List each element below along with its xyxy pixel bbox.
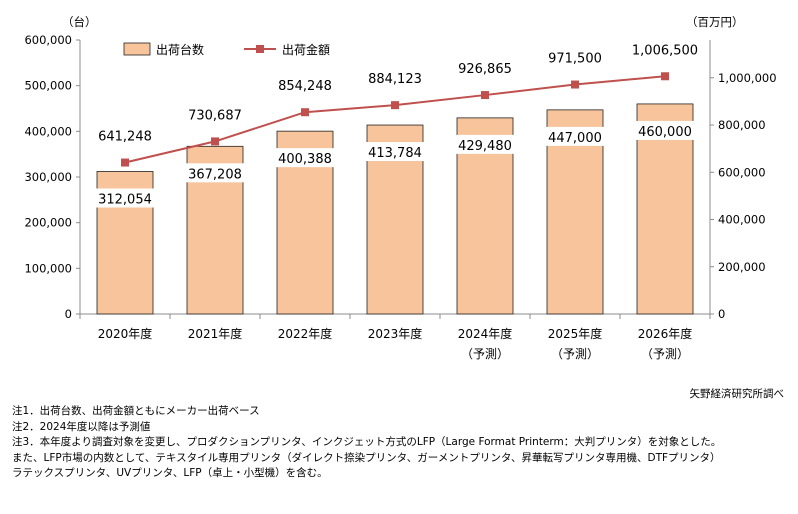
x-tick-sublabel: （予測） — [461, 347, 509, 361]
bar-label-bg — [272, 148, 338, 168]
bar-data-label: 312,054 — [98, 192, 152, 207]
bar-data-label: 400,388 — [278, 152, 332, 167]
x-tick-label: 2023年度 — [368, 326, 423, 341]
note-4: また、LFP市場の内数として、テキスタイル専用プリンタ（ダイレクト捺染プリンタ、… — [12, 451, 721, 464]
line-point — [571, 80, 579, 89]
bar-data-label: 447,000 — [548, 131, 602, 146]
bar-data-label: 460,000 — [638, 125, 692, 140]
note-1: 注1．出荷台数、出荷金額ともにメーカー出荷ベース — [12, 405, 260, 417]
source-credit: 矢野経済研究所調べ — [689, 388, 785, 400]
x-tick-label: 2022年度 — [278, 326, 333, 341]
x-tick-label: 2025年度 — [548, 326, 603, 341]
right-tick-label: 600,000 — [718, 165, 766, 179]
right-tick-label: 1,000,000 — [718, 71, 777, 85]
bar-label-bg — [182, 163, 248, 183]
combo-chart: 600,000 500,000 400,000 300,000 200,000 100,0… — [24, 15, 777, 361]
right-tick-label: 0 — [718, 307, 725, 321]
note-3: 注3．本年度より調査対象を変更し、プロダクションプリンタ、インクジェット方式のL… — [12, 436, 722, 448]
left-tick-label: 400,000 — [24, 124, 72, 138]
right-axis-unit: （百万円） — [686, 15, 744, 29]
x-tick-label: 2024年度 — [458, 326, 513, 341]
bar-label-bg — [92, 188, 158, 208]
left-tick-label: 500,000 — [24, 79, 72, 93]
bar-label-bg — [452, 134, 518, 154]
right-tick-label: 800,000 — [718, 118, 766, 132]
legend-bar-label: 出荷台数 — [156, 42, 204, 57]
bar-data-label: 413,784 — [368, 146, 422, 161]
line-point — [301, 108, 309, 117]
bar-label-bg — [362, 142, 428, 162]
right-tick-label: 400,000 — [718, 213, 766, 227]
line-data-label: 730,687 — [188, 108, 242, 123]
line-point — [211, 137, 219, 146]
note-2: 注2．2024年度以降は予測値 — [12, 420, 151, 433]
left-tick-label: 600,000 — [24, 33, 72, 47]
line-data-label: 971,500 — [548, 52, 602, 67]
legend-line-label: 出荷金額 — [282, 42, 330, 57]
line-data-label: 1,006,500 — [632, 43, 698, 58]
line-data-label: 641,248 — [98, 130, 152, 145]
bar-label-bg — [542, 126, 608, 146]
left-tick-label: 200,000 — [24, 216, 72, 230]
line-data-label: 854,248 — [278, 79, 332, 94]
x-tick-label: 2020年度 — [98, 326, 153, 341]
x-tick-label: 2026年度 — [638, 326, 693, 341]
line-data-label: 926,865 — [458, 62, 512, 77]
line-point — [391, 101, 399, 110]
line-point — [481, 91, 489, 100]
notes: 注1．出荷台数、出荷金額ともにメーカー出荷ベース 注2．2024年度以降は予測値… — [12, 404, 792, 482]
bar-data-label: 367,208 — [188, 167, 242, 182]
x-tick-label: 2021年度 — [188, 326, 243, 341]
right-tick-label: 200,000 — [718, 260, 766, 274]
bar-label-bg — [632, 120, 698, 140]
left-tick-label: 300,000 — [24, 170, 72, 184]
legend-bar-swatch — [123, 42, 151, 56]
note-5: ラテックスプリンタ、UVプリンタ、LFP（卓上・小型機）を含む。 — [12, 467, 328, 479]
left-tick-label: 100,000 — [24, 261, 72, 275]
x-tick-sublabel: （予測） — [551, 347, 599, 361]
left-tick-label: 0 — [65, 307, 72, 321]
line-data-label: 884,123 — [368, 72, 422, 87]
x-tick-sublabel: （予測） — [641, 347, 689, 361]
bar-data-label: 429,480 — [458, 139, 512, 154]
left-axis-unit: （台） — [62, 15, 97, 29]
line-point — [121, 158, 129, 167]
line-point — [661, 72, 669, 81]
legend-line-marker — [256, 45, 264, 53]
